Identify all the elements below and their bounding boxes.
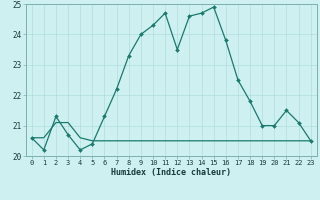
X-axis label: Humidex (Indice chaleur): Humidex (Indice chaleur) — [111, 168, 231, 177]
